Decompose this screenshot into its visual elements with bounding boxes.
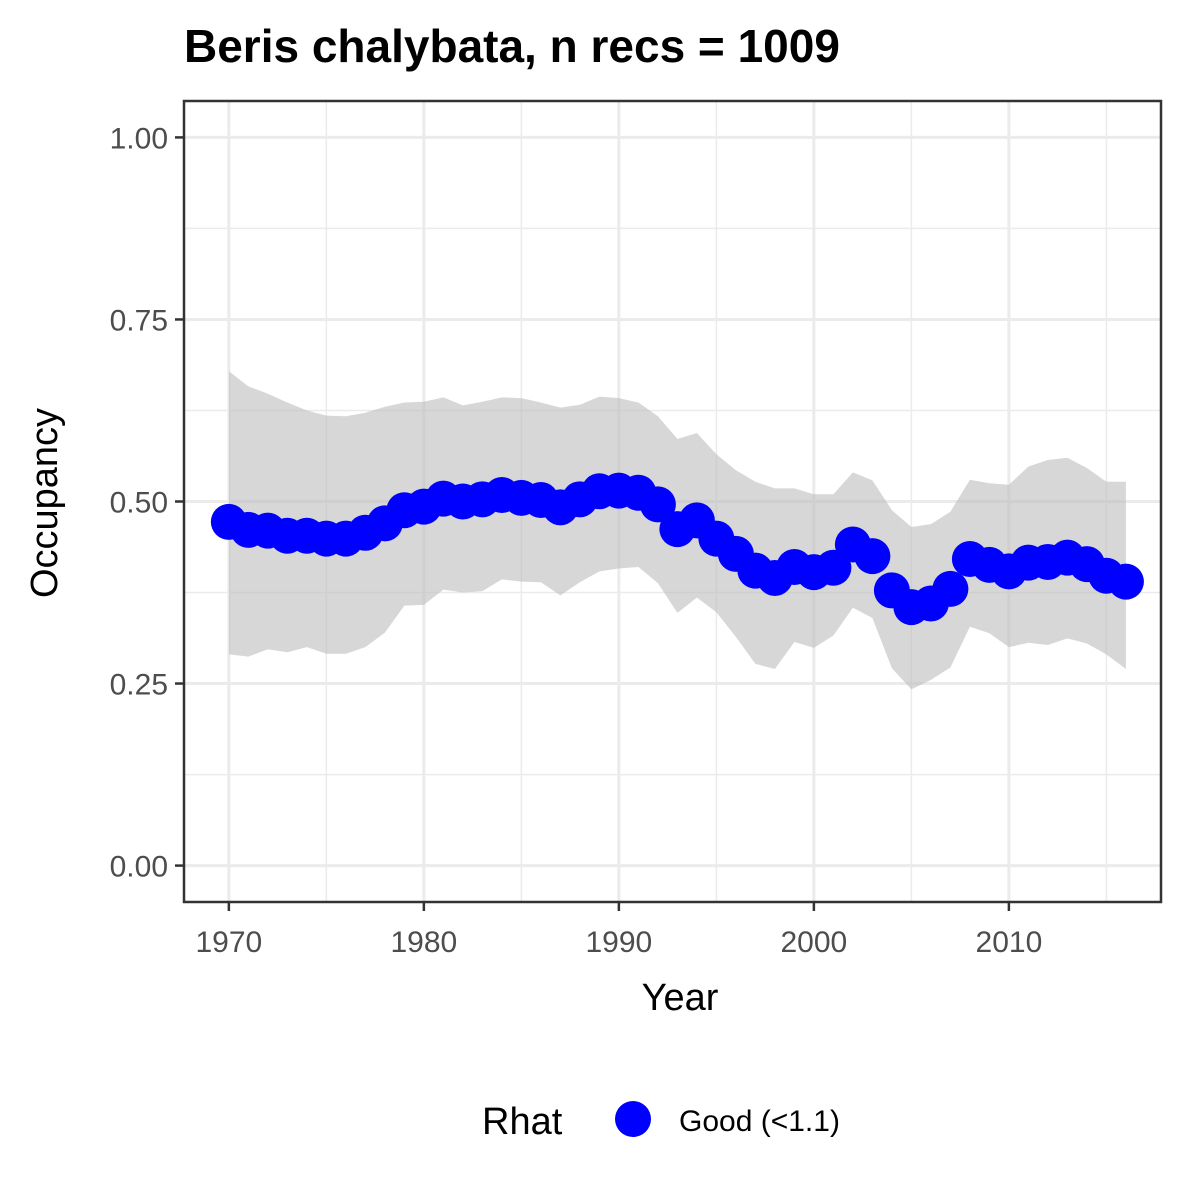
data-point: [639, 486, 676, 523]
data-point: [854, 538, 891, 575]
x-tick-label: 1990: [585, 926, 652, 959]
x-tick-label: 2000: [781, 926, 848, 959]
chart-title: Beris chalybata, n recs = 1009: [184, 20, 840, 72]
x-tick-label: 1970: [195, 926, 262, 959]
y-tick-label: 0.50: [110, 487, 168, 520]
x-tick-label: 1980: [390, 926, 457, 959]
data-point: [932, 570, 969, 607]
y-tick-label: 0.75: [110, 304, 168, 337]
legend: Rhat Good (<1.1): [482, 1101, 840, 1143]
data-point: [1107, 563, 1144, 600]
occupancy-points: [210, 472, 1144, 626]
legend-title: Rhat: [482, 1101, 563, 1143]
x-axis-ticks: 1970 1980 1990 2000 2010: [195, 902, 1042, 959]
legend-label-good: Good (<1.1): [679, 1105, 840, 1138]
y-tick-label: 1.00: [110, 122, 168, 155]
legend-key-good: [615, 1101, 651, 1137]
y-axis-ticks: 0.00 0.25 0.50 0.75 1.00: [110, 122, 184, 884]
x-tick-label: 2010: [976, 926, 1043, 959]
y-tick-label: 0.25: [110, 669, 168, 702]
y-axis-title: Occupancy: [24, 408, 66, 598]
x-axis-title: Year: [642, 977, 719, 1019]
y-tick-label: 0.00: [110, 851, 168, 884]
